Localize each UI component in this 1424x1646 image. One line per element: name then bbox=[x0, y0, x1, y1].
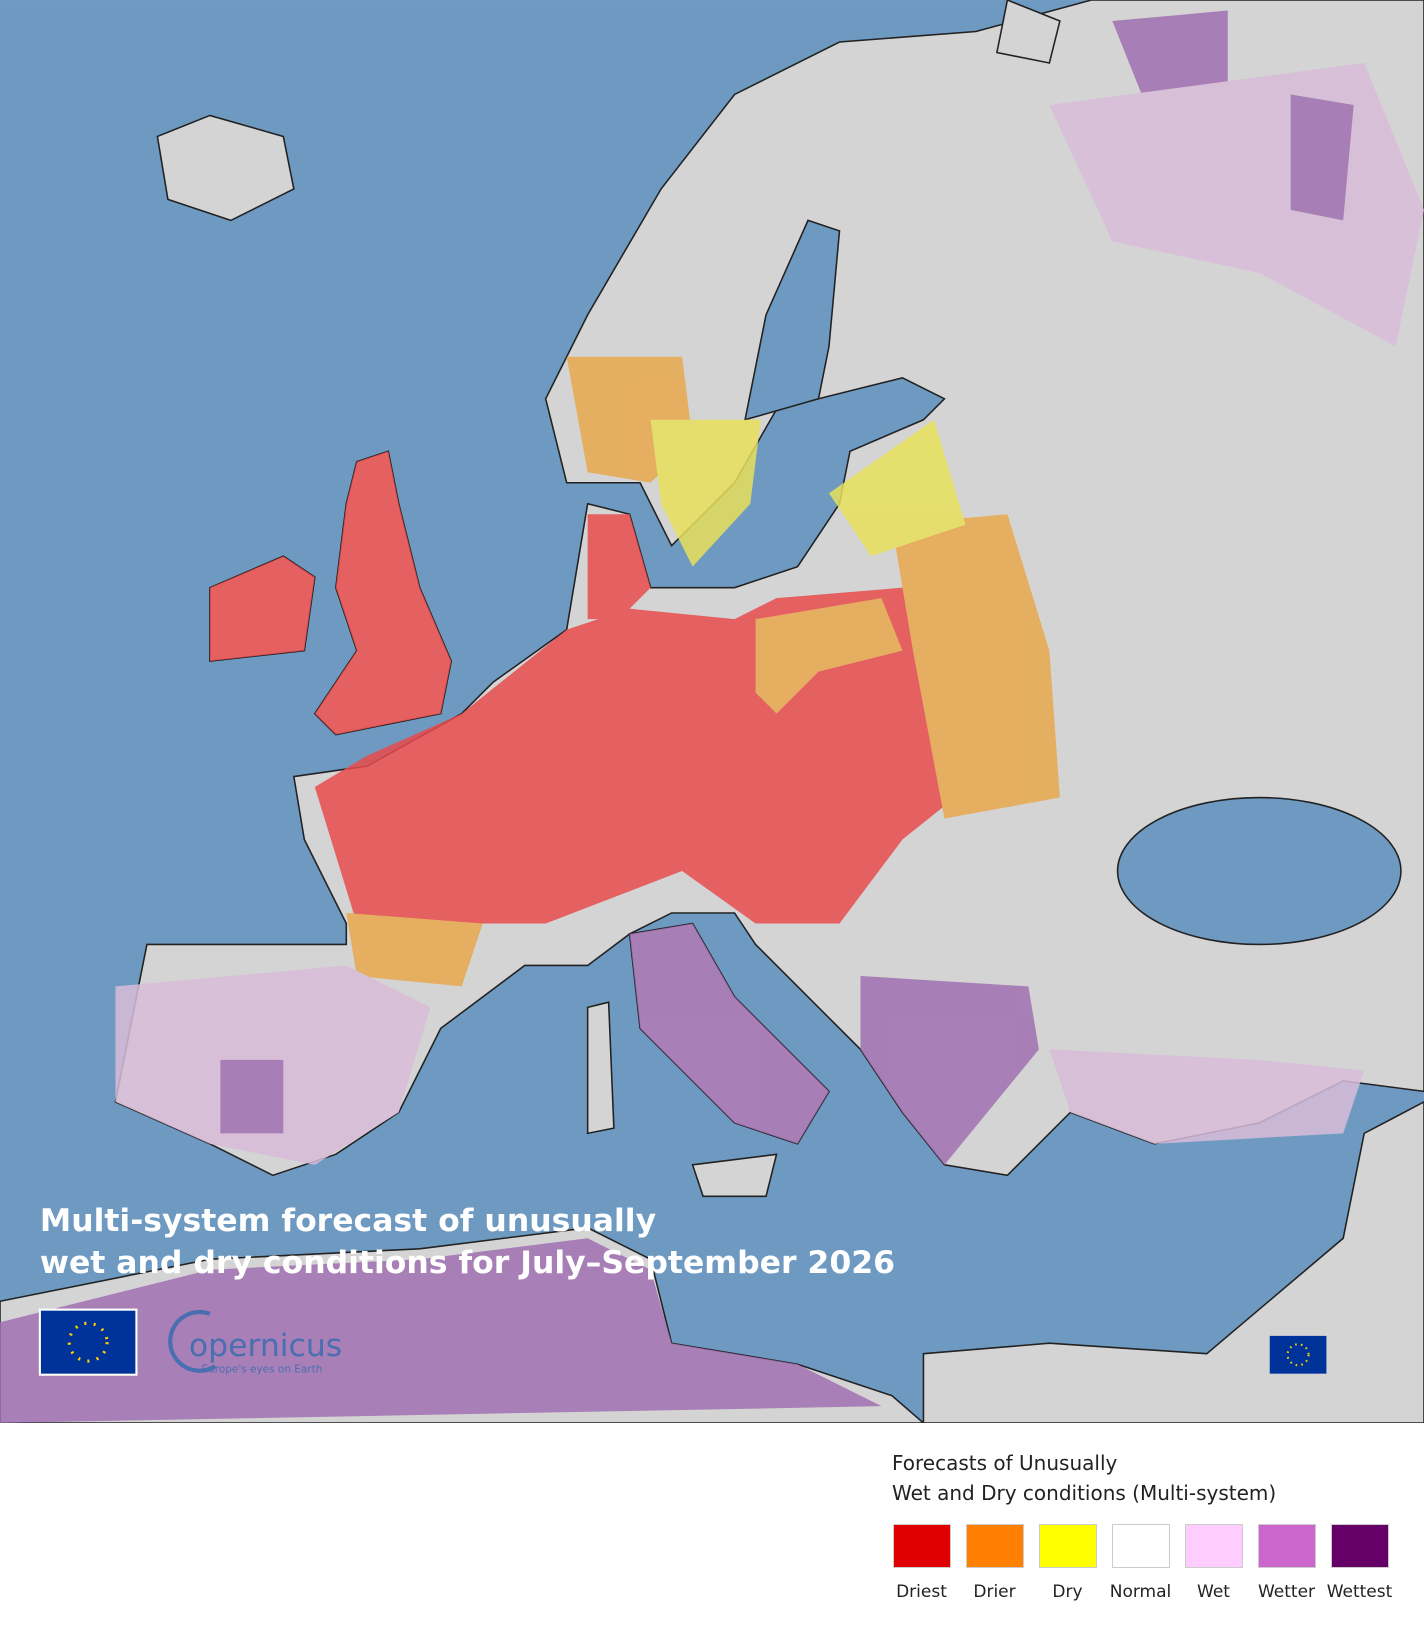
legend: Forecasts of Unusually Wet and Dry condi… bbox=[892, 1448, 1412, 1604]
eu-flag bbox=[38, 1308, 138, 1376]
forecast-shading bbox=[0, 10, 1424, 1423]
legend-swatch bbox=[1038, 1524, 1097, 1568]
eu-flag-small bbox=[1269, 1335, 1327, 1374]
legend-swatch bbox=[892, 1524, 951, 1568]
copernicus-logo: opernicus Europe's eyes on Earth bbox=[168, 1309, 342, 1376]
logo-name: opernicus bbox=[189, 1328, 342, 1364]
logo-tagline: Europe's eyes on Earth bbox=[201, 1364, 322, 1376]
water-bodies bbox=[744, 219, 1402, 946]
legend-item: Wettest bbox=[1323, 1524, 1396, 1602]
legend-swatch bbox=[1111, 1524, 1170, 1568]
legend-label: Wettest bbox=[1326, 1582, 1393, 1602]
legend-items: Driest Drier Dry Normal Wet Wetter Wettest bbox=[892, 1524, 1412, 1604]
legend-swatch bbox=[1257, 1524, 1316, 1568]
legend-item: Drier bbox=[958, 1524, 1031, 1602]
legend-swatch bbox=[965, 1524, 1024, 1568]
title-line: Multi-system forecast of unusually bbox=[40, 1203, 656, 1239]
legend-label: Drier bbox=[973, 1582, 1016, 1602]
legend-swatch bbox=[1330, 1524, 1389, 1568]
legend-label: Wetter bbox=[1257, 1582, 1316, 1602]
title-line: wet and dry conditions for July–Septembe… bbox=[40, 1245, 895, 1281]
legend-item: Dry bbox=[1031, 1524, 1104, 1602]
legend-item: Normal bbox=[1104, 1524, 1177, 1602]
legend-item: Wetter bbox=[1250, 1524, 1323, 1602]
legend-item: Driest bbox=[885, 1524, 958, 1602]
legend-label: Dry bbox=[1052, 1582, 1083, 1602]
legend-swatch bbox=[1184, 1524, 1243, 1568]
legend-title: Wet and Dry conditions (Multi-system) bbox=[892, 1481, 1277, 1505]
legend-label: Wet bbox=[1197, 1582, 1230, 1602]
legend-title: Forecasts of Unusually bbox=[892, 1451, 1118, 1475]
legend-label: Normal bbox=[1109, 1582, 1172, 1602]
legend-label: Driest bbox=[896, 1582, 947, 1602]
map: Multi-system forecast of unusually wet a… bbox=[0, 0, 1424, 1423]
legend-item: Wet bbox=[1177, 1524, 1250, 1602]
